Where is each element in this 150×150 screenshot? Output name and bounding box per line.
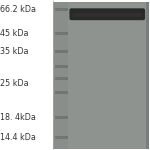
Text: 25 kDa: 25 kDa	[0, 80, 29, 88]
Bar	[55, 8, 68, 11]
FancyBboxPatch shape	[73, 13, 142, 17]
Bar	[55, 50, 68, 53]
Bar	[146, 2, 148, 148]
Text: 66.2 kDa: 66.2 kDa	[0, 5, 36, 14]
Bar	[55, 32, 68, 35]
Text: 35 kDa: 35 kDa	[0, 47, 28, 56]
Bar	[55, 77, 68, 80]
Bar	[54, 2, 68, 148]
Bar	[53, 2, 148, 148]
Text: 18. 4kDa: 18. 4kDa	[0, 113, 36, 122]
Text: 45 kDa: 45 kDa	[0, 29, 28, 38]
Bar	[55, 65, 68, 68]
Bar	[55, 136, 68, 139]
Bar	[55, 91, 68, 94]
Text: 14.4 kDa: 14.4 kDa	[0, 133, 36, 142]
FancyBboxPatch shape	[69, 8, 145, 20]
Bar	[55, 116, 68, 119]
